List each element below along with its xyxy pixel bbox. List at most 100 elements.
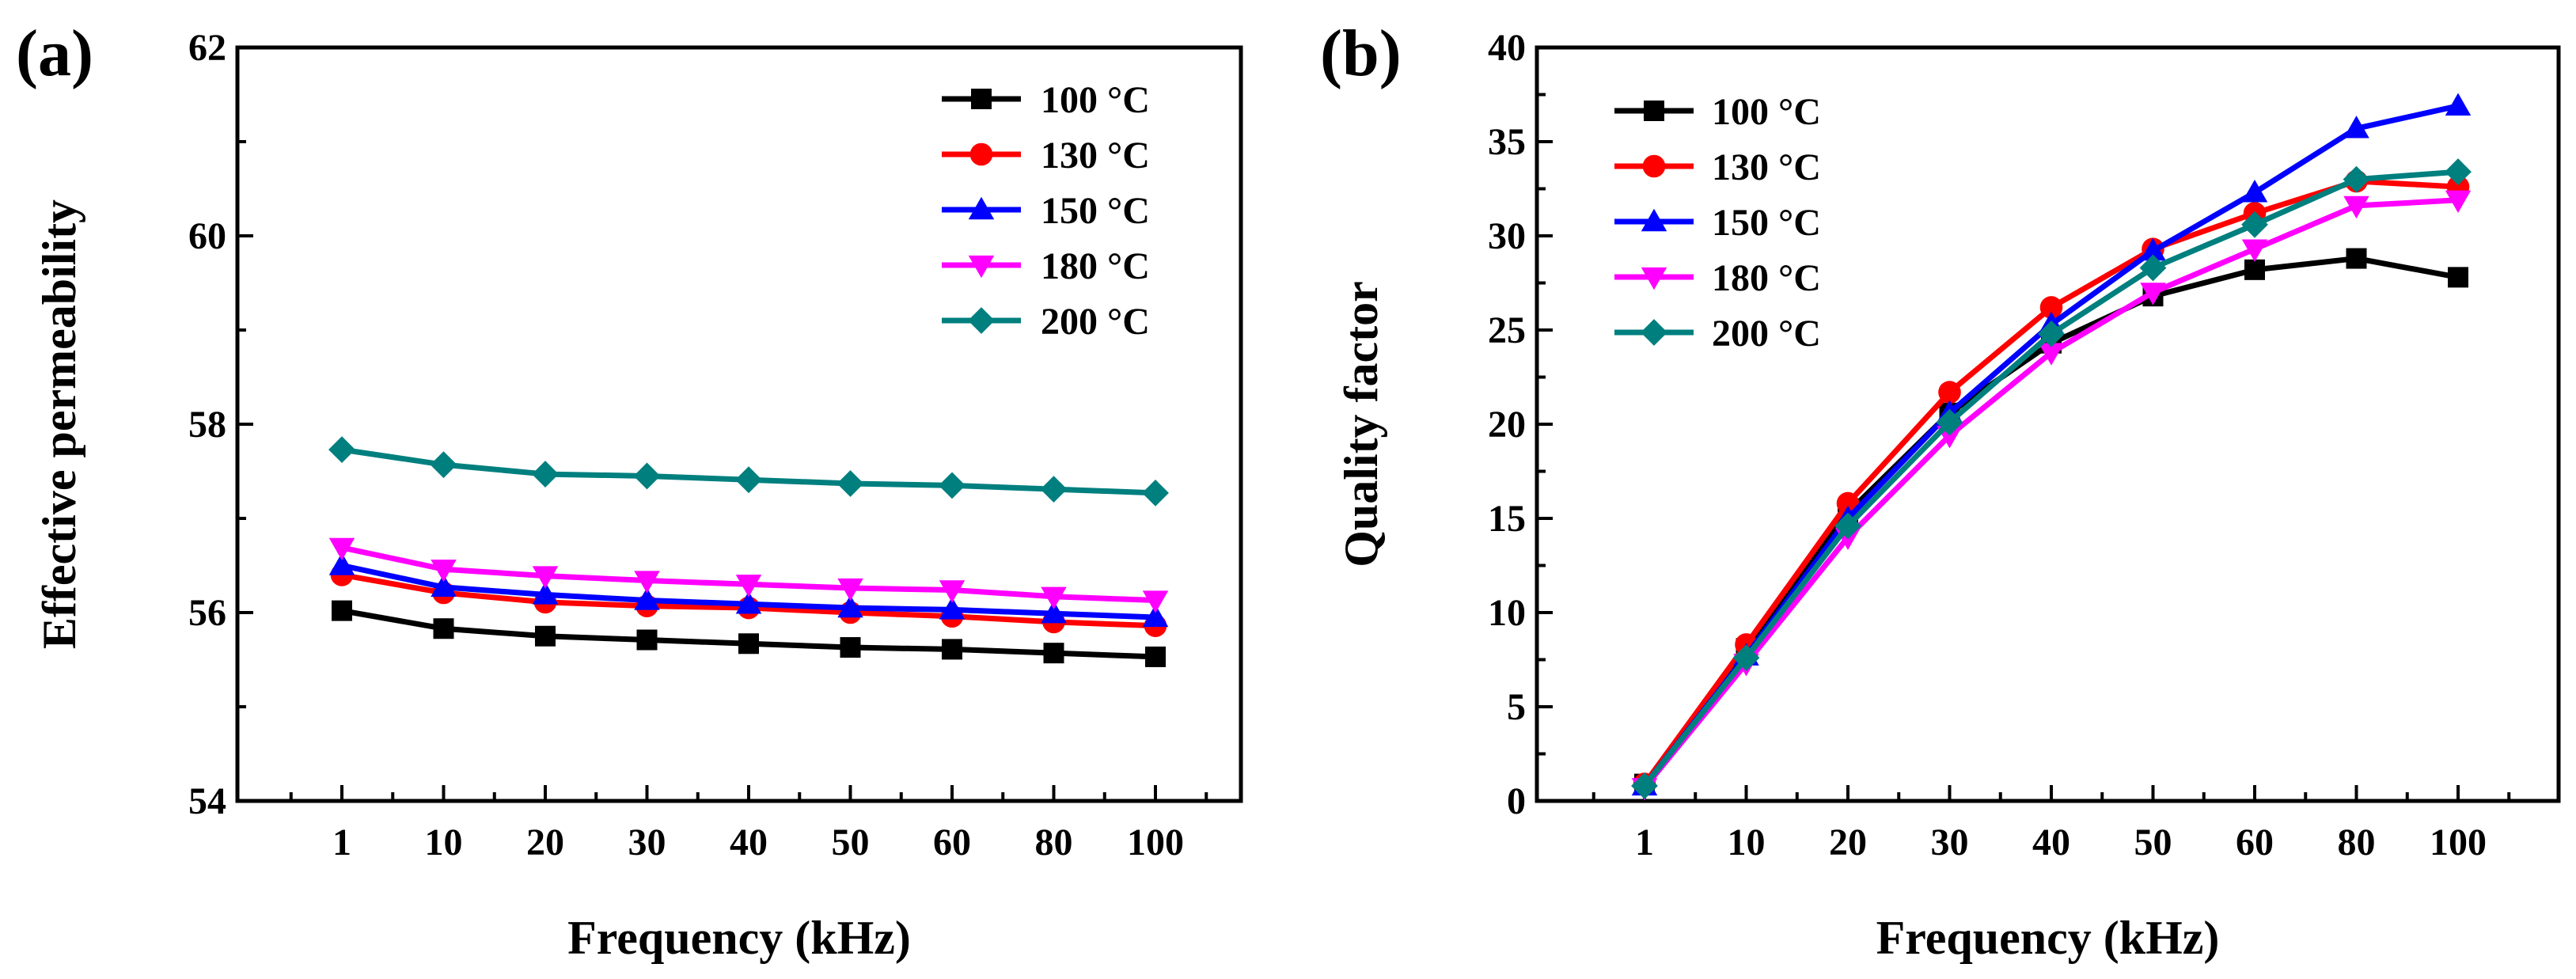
data-point — [1043, 643, 1064, 664]
legend-entry: 100 °C — [1614, 91, 1821, 133]
series-150C — [328, 552, 1169, 628]
data-point — [735, 591, 762, 614]
legend-entry: 150 °C — [942, 190, 1150, 232]
data-point — [738, 633, 759, 655]
data-point — [535, 625, 556, 647]
data-point — [2038, 320, 2065, 347]
legend-entry: 200 °C — [942, 301, 1150, 343]
y-tick-label: 62 — [188, 27, 226, 69]
data-point — [2241, 211, 2268, 238]
y-tick-label: 54 — [188, 780, 226, 822]
data-point — [332, 600, 352, 621]
data-point — [2445, 93, 2472, 116]
data-point — [1732, 644, 1760, 672]
data-point — [431, 574, 457, 598]
legend-label: 150 °C — [1712, 202, 1821, 244]
data-point — [1142, 590, 1169, 613]
x-tick-label: 1 — [1635, 822, 1654, 863]
panel-label: (a) — [16, 17, 93, 90]
x-axis-title: Frequency (kHz) — [1876, 912, 2220, 964]
legend-entry: 150 °C — [1614, 202, 1821, 244]
data-point — [430, 451, 457, 479]
data-point — [939, 580, 966, 603]
data-point — [1631, 772, 1658, 799]
data-point — [840, 637, 861, 658]
legend-entry: 130 °C — [942, 135, 1150, 176]
data-point — [2343, 165, 2370, 193]
legend-label: 180 °C — [1712, 257, 1821, 299]
data-point — [328, 537, 355, 561]
x-tick-label: 20 — [526, 822, 564, 863]
data-point — [433, 618, 454, 639]
legend-swatch-marker — [1641, 319, 1667, 346]
legend-label: 150 °C — [1041, 190, 1150, 232]
data-point — [2445, 158, 2472, 185]
data-point — [942, 639, 962, 660]
data-point — [939, 597, 966, 620]
y-tick-label: 15 — [1488, 498, 1526, 540]
legend-swatch-marker — [1642, 154, 1666, 178]
y-tick-label: 60 — [188, 215, 226, 257]
data-point — [837, 470, 864, 497]
legend-swatch-marker — [968, 255, 995, 279]
x-tick-label: 60 — [933, 822, 971, 863]
plot-frame — [1535, 45, 2561, 803]
y-tick-label: 20 — [1488, 404, 1526, 446]
data-point — [837, 578, 863, 601]
data-point — [2039, 296, 2063, 319]
panel-label: (b) — [1320, 17, 1402, 90]
data-point — [1834, 512, 1861, 540]
legend-label: 200 °C — [1712, 313, 1821, 355]
legend-label: 130 °C — [1041, 135, 1150, 176]
data-point — [2343, 195, 2369, 219]
data-point — [532, 461, 559, 488]
data-point — [1938, 381, 1961, 404]
data-point — [1145, 646, 1166, 667]
data-point — [328, 552, 355, 575]
data-point — [2445, 190, 2472, 214]
legend-entry: 130 °C — [1614, 146, 1821, 188]
legend-label: 100 °C — [1041, 79, 1150, 121]
series-100C — [332, 600, 1166, 667]
x-tick-label: 40 — [2032, 822, 2070, 863]
data-point — [2140, 237, 2166, 261]
data-point — [532, 566, 559, 589]
legend: 100 °C 130 °C 150 °C 180 °C 200 °C — [942, 79, 1150, 343]
data-point — [735, 575, 762, 598]
data-point — [328, 436, 355, 464]
x-tick-label: 30 — [1931, 822, 1969, 863]
legend-swatch-marker — [968, 196, 995, 220]
data-point — [1040, 476, 1068, 503]
y-tick-label: 56 — [188, 592, 226, 634]
data-point — [1142, 604, 1169, 628]
legend: 100 °C 130 °C 150 °C 180 °C 200 °C — [1614, 91, 1821, 355]
x-tick-label: 50 — [832, 822, 870, 863]
data-point — [2140, 283, 2166, 305]
x-tick-label: 80 — [2338, 822, 2376, 863]
legend-label: 200 °C — [1041, 301, 1150, 343]
series-200C — [328, 436, 1169, 507]
x-tick-label: 100 — [2430, 822, 2487, 863]
data-point — [735, 466, 762, 494]
y-tick-label: 10 — [1488, 592, 1526, 634]
legend-swatch-marker — [1641, 267, 1667, 290]
chart-panel-a: 54 56 58 60 62 1 10 20 30 40 50 60 80 100 100 °C 130 °C… — [16, 17, 1243, 964]
x-tick-label: 10 — [1728, 822, 1766, 863]
data-point — [1936, 408, 1963, 436]
legend-swatch-marker — [968, 307, 995, 334]
data-point — [634, 587, 660, 610]
data-point — [633, 462, 661, 490]
data-point — [634, 571, 660, 594]
data-point — [2241, 180, 2268, 203]
data-point — [2241, 239, 2268, 262]
y-axis-title: Quality factor — [1335, 281, 1387, 567]
data-point — [532, 582, 559, 605]
x-tick-label: 80 — [1035, 822, 1073, 863]
data-point — [939, 472, 966, 499]
legend-swatch-marker — [971, 89, 992, 109]
y-tick-label: 0 — [1507, 780, 1526, 822]
y-tick-label: 25 — [1488, 309, 1526, 351]
legend-label: 130 °C — [1712, 146, 1821, 188]
legend-entry: 200 °C — [1614, 313, 1821, 355]
